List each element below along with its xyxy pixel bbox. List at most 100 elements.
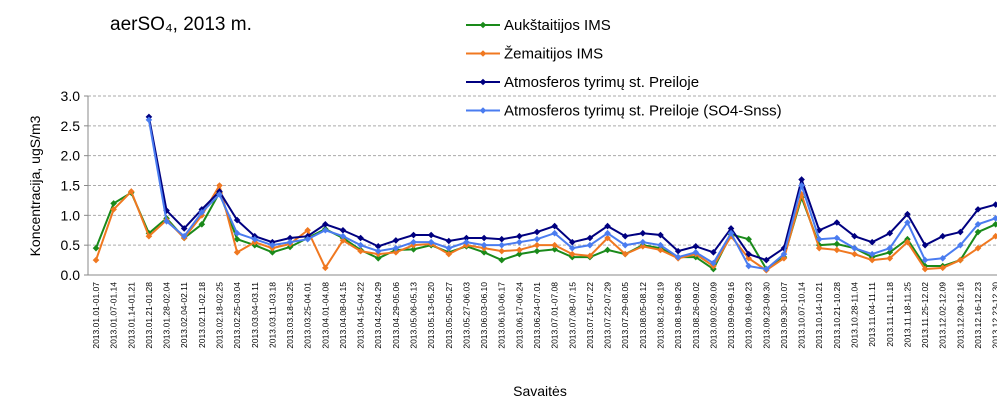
data-point [904,210,911,218]
data-point [498,235,506,243]
data-point [498,256,506,264]
data-point [851,232,858,240]
data-point [145,116,153,124]
data-point [815,235,823,243]
x-tick-label: 2013.08.19-08.26 [673,282,683,349]
data-point [974,206,982,213]
data-point [180,232,188,240]
x-tick-label: 2013.06.24-07.01 [532,282,542,349]
data-point [180,225,188,232]
data-point [710,259,717,267]
x-tick-label: 2013.12.16-12.23 [973,282,983,349]
x-tick-label: 2013.05.06-05.13 [409,282,419,349]
x-tick-label: 2013.10.14-10.21 [814,282,824,349]
data-point [286,234,294,242]
data-point [939,264,947,272]
x-tick-label: 2013.11.11-11.18 [885,282,895,347]
data-point [304,235,311,243]
x-tick-label: 2013.04.01-04.08 [320,282,330,349]
x-tick-label: 2013.06.10-06.17 [497,282,507,349]
data-point [957,256,964,264]
data-point [992,232,997,240]
y-tick-label: 0.5 [61,237,81,253]
legend-label: Atmosferos tyrimų st. Preiloje [504,74,699,91]
data-point [357,234,364,242]
x-tick-label: 2013.03.11-03.18 [267,282,277,348]
data-point [216,182,223,189]
data-point [357,247,364,255]
data-point [145,232,153,240]
data-point [480,241,488,249]
data-point [339,237,347,244]
data-point [110,206,117,213]
x-tick-label: 2013.05.20-05.27 [444,282,454,349]
data-point [921,256,929,264]
data-point [322,226,329,234]
x-tick-label: 2013.02.11-02.18 [197,282,207,348]
data-point [657,246,664,254]
data-point [516,246,523,254]
chart-title: aerSO₄, 2013 m. [110,14,252,35]
legend-label: Aukštaitijos IMS [504,17,611,34]
data-point [621,232,629,240]
x-tick-label: 2013.03.18-03.25 [285,282,295,349]
data-point [763,256,770,264]
x-tick-label: 2013.01.21-01.28 [144,282,154,349]
data-point [868,250,876,258]
data-point [427,231,435,239]
x-tick-label: 2013.05.13-05.20 [426,282,436,349]
data-point [445,244,453,252]
data-point [163,218,170,225]
data-point [322,264,329,272]
x-tick-label: 2013.04.29-05.06 [391,282,401,349]
data-point [445,237,453,245]
data-point [586,234,594,242]
x-tick-label: 2013.07.01-07.08 [550,282,560,349]
x-tick-label: 2013.02.18-02.25 [214,282,224,349]
data-point [374,254,382,262]
data-point [392,249,400,256]
data-point [251,235,259,243]
data-point [851,250,858,258]
data-point [868,256,876,264]
series-line [95,190,997,271]
x-tick-label: 2013.07.29-08.05 [620,282,630,349]
legend-label: Atmosferos tyrimų st. Preiloje (SO4-Snss… [504,103,782,120]
data-point [127,188,135,195]
data-point [604,229,611,237]
data-point [992,220,997,228]
data-point [639,238,647,246]
x-tick-label: 2013.12.09-12.16 [955,282,965,349]
x-tick-label: 2013.09.09-09.16 [726,282,736,349]
x-tick-label: 2013.01.28-02.04 [162,282,172,349]
data-point [798,182,805,189]
data-point [745,250,752,258]
data-point [745,235,752,243]
x-tick-label: 2013.11.18-11.25 [902,282,912,348]
x-tick-label: 2013.07.22-07.29 [603,282,613,349]
x-tick-label: 2013.02.04-02.11 [179,282,189,348]
x-tick-label: 2013.03.25-04.01 [303,282,313,349]
x-tick-label: 2013.10.07-10.14 [797,282,807,349]
data-point [639,243,647,250]
data-point [815,226,823,234]
data-point [339,226,347,234]
data-point [833,234,841,242]
series-line [95,182,997,272]
data-point [198,220,206,228]
data-point [233,235,241,243]
data-point [586,241,594,249]
legend-marker [479,78,487,86]
data-point [798,176,805,183]
data-point [780,250,788,258]
legend-marker [479,21,487,29]
data-point [110,200,117,207]
data-point [392,237,400,244]
legend-marker [479,107,487,114]
data-point [745,262,752,270]
data-point [939,232,947,240]
data-point [674,247,682,255]
data-point [498,247,506,255]
data-point [269,241,276,249]
x-tick-label: 2013.10.21-10.28 [832,282,842,349]
